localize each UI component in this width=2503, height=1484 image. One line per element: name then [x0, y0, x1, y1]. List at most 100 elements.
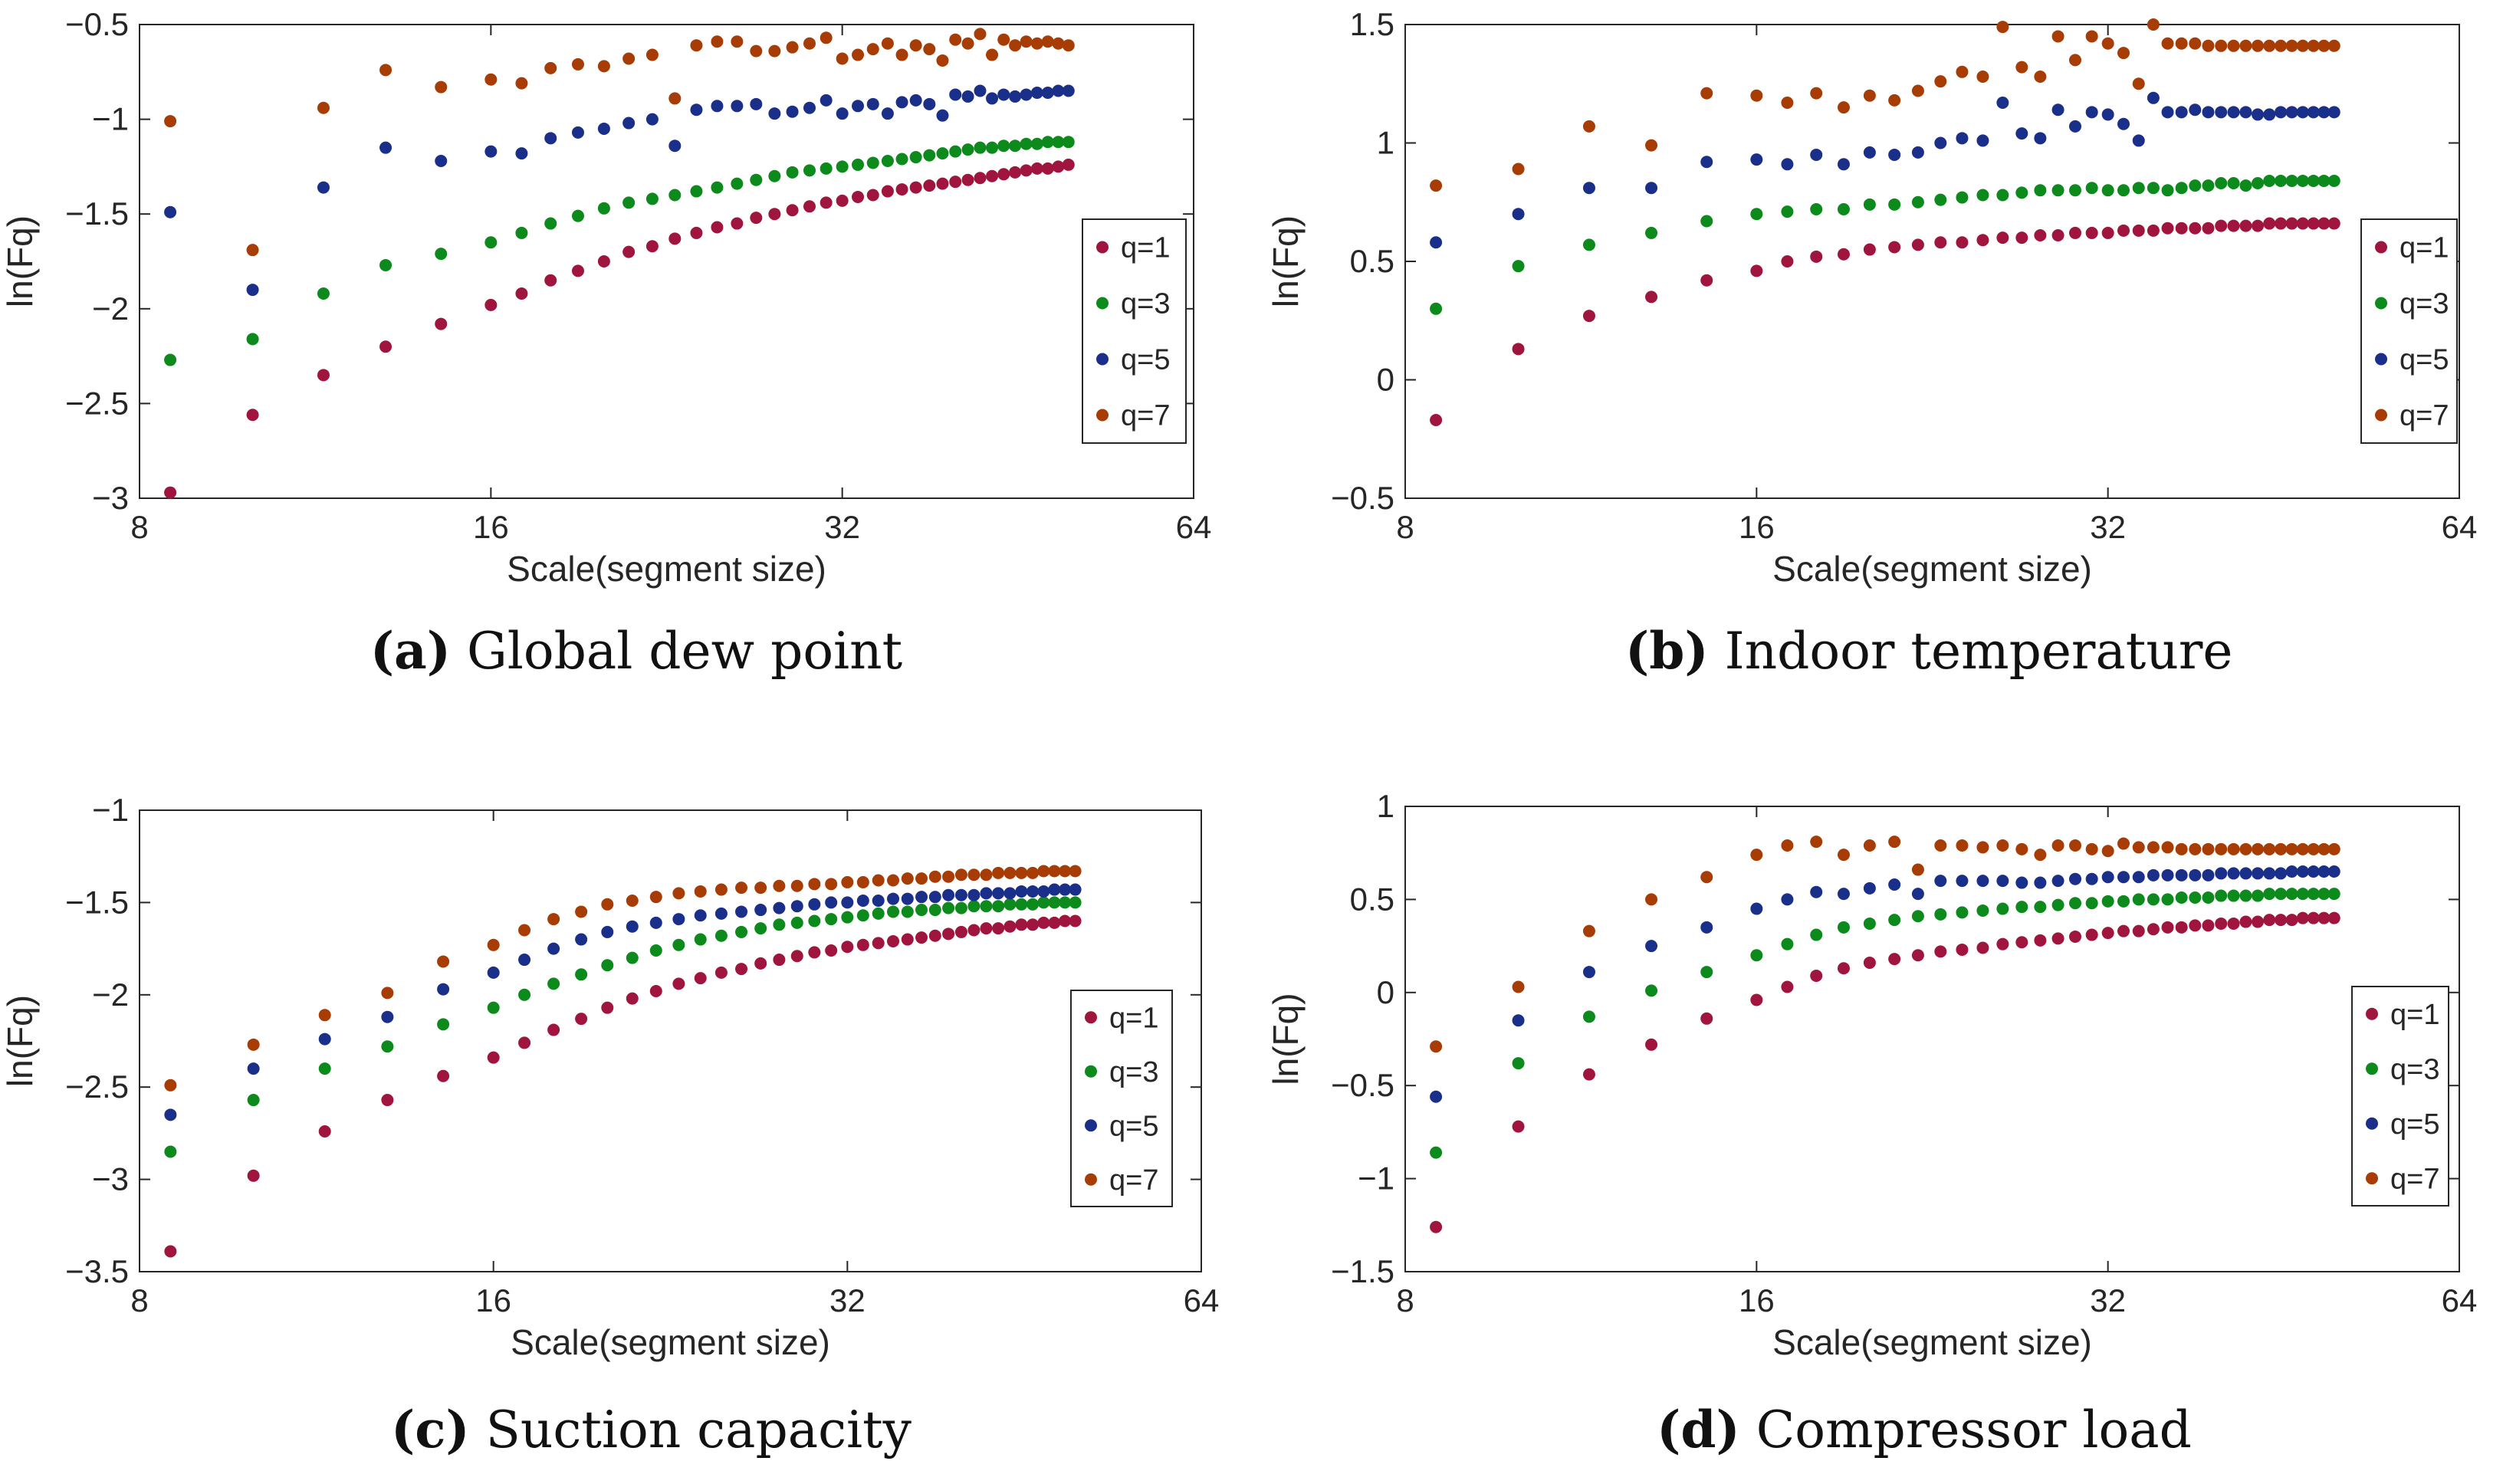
series-q=7 [1430, 18, 2340, 192]
data-point [690, 226, 703, 239]
plot-frame [139, 24, 1194, 499]
legend-marker [2366, 1172, 2378, 1185]
data-point [2239, 39, 2252, 52]
data-point [2015, 231, 2028, 245]
data-point [2239, 915, 2252, 928]
data-point [768, 107, 781, 120]
data-point [1020, 88, 1033, 101]
data-point [2296, 106, 2309, 119]
data-point [2068, 120, 2081, 133]
y-tick-label: −1 [92, 101, 129, 137]
data-point [2252, 842, 2265, 855]
data-point [2227, 917, 2240, 930]
legend: q=1 q=3 q=5 q=7 [1070, 990, 1173, 1207]
legend-label: q=3 [1109, 1056, 1158, 1088]
legend-box [2351, 986, 2449, 1207]
data-point [1069, 914, 1082, 927]
x-tick-label: 32 [829, 1282, 866, 1318]
data-point [1015, 918, 1028, 931]
data-point [773, 901, 786, 914]
data-point [2202, 179, 2215, 192]
data-point [1837, 248, 1850, 261]
legend-label: q=7 [2400, 400, 2449, 432]
data-point [597, 122, 610, 135]
data-point [820, 162, 833, 175]
data-point [1810, 87, 1823, 100]
data-point [668, 92, 682, 105]
data-point [1781, 96, 1794, 109]
data-point [164, 1145, 177, 1158]
data-point [773, 879, 786, 892]
data-point [518, 1036, 531, 1049]
data-point [379, 64, 393, 77]
data-point [2147, 923, 2160, 936]
data-point [992, 866, 1005, 879]
x-tick-label: 64 [1184, 1282, 1220, 1318]
data-point [649, 984, 662, 997]
data-point [820, 94, 833, 107]
data-point [2068, 872, 2081, 885]
series-q=7 [1430, 836, 2340, 1053]
data-point [1837, 203, 1850, 216]
data-point [942, 901, 955, 914]
data-point [2132, 182, 2145, 195]
data-point [928, 904, 941, 917]
data-point [1069, 896, 1082, 909]
data-point [2015, 127, 2028, 140]
legend-label: q=1 [2390, 999, 2439, 1031]
data-point [915, 872, 928, 885]
data-point [2317, 865, 2331, 878]
data-point [735, 963, 748, 976]
data-point [1956, 943, 1969, 956]
data-point [856, 909, 869, 922]
data-point [2202, 842, 2215, 855]
data-point [1750, 89, 1763, 102]
data-point [2132, 924, 2145, 937]
data-point [1888, 241, 1901, 254]
data-point [318, 1062, 331, 1075]
data-point [2068, 897, 2081, 910]
data-point [711, 100, 724, 113]
data-point [1863, 146, 1876, 159]
data-point [485, 236, 498, 249]
data-point [1645, 139, 1658, 152]
data-point [881, 37, 894, 50]
data-point [1015, 866, 1028, 879]
data-point [836, 160, 849, 173]
data-point [1645, 984, 1658, 997]
data-point [544, 217, 557, 230]
y-tick-label: −3 [92, 1161, 129, 1197]
data-point [2189, 103, 2202, 117]
data-point [518, 988, 531, 1001]
data-point [2296, 842, 2309, 855]
data-point [1059, 883, 1072, 896]
data-point [2239, 842, 2252, 855]
data-point [2202, 106, 2215, 119]
data-point [895, 48, 908, 61]
data-point [1810, 836, 1823, 849]
data-point [2147, 18, 2160, 31]
legend-marker [1096, 241, 1109, 254]
data-point [1052, 160, 1065, 173]
legend-marker [1096, 353, 1109, 366]
x-tick-label: 8 [130, 1282, 148, 1318]
data-point [1430, 1090, 1443, 1103]
data-point [575, 933, 588, 946]
data-point [1700, 871, 1713, 884]
data-point [2317, 106, 2331, 119]
data-point [825, 896, 838, 909]
data-point [2252, 889, 2265, 902]
caption-a: (a) Global dew point [360, 621, 912, 681]
data-point [872, 907, 885, 920]
data-point [435, 154, 448, 167]
caption-letter: (d) [1657, 1400, 1740, 1459]
data-point [622, 117, 636, 130]
data-point [825, 944, 838, 957]
data-point [668, 189, 682, 202]
caption-letter: (b) [1625, 621, 1709, 681]
data-point [714, 966, 728, 979]
data-point [645, 113, 659, 126]
data-point [515, 287, 528, 300]
data-point [986, 48, 999, 61]
legend-label: q=3 [2390, 1053, 2439, 1085]
